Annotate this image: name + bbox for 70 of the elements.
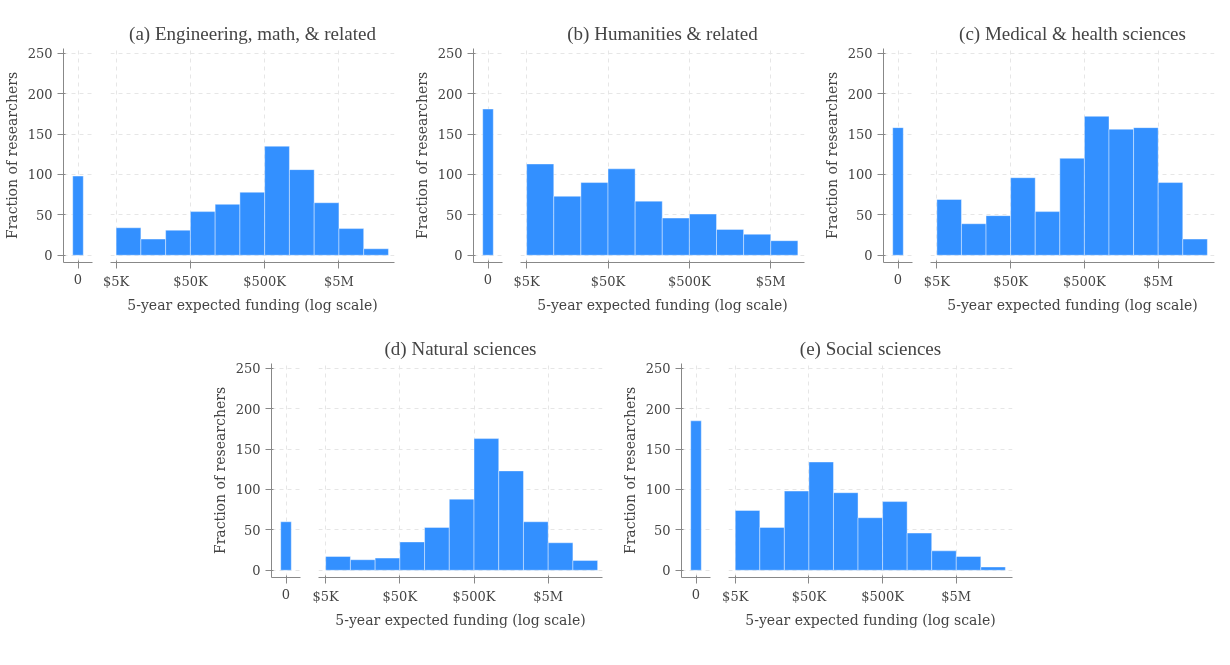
y-tick-label: 200 [645, 401, 671, 417]
y-tick-label: 250 [847, 46, 873, 62]
y-axis-title: Fraction of researchers [211, 386, 228, 555]
x-tick-label: $5M [755, 273, 786, 289]
y-axis-title: Fraction of researchers [823, 71, 840, 240]
x-tick-label: $50K [382, 588, 418, 604]
y-tick-label: 200 [235, 401, 261, 417]
y-tick-label: 100 [847, 167, 873, 183]
y-tick-label: 150 [847, 127, 873, 143]
y-tick-label: 100 [645, 482, 671, 498]
y-tick-label: 0 [44, 248, 53, 264]
x-tick-label: $5M [324, 273, 354, 289]
y-tick-label: 250 [645, 361, 671, 377]
x-tick-label: $5K [722, 588, 749, 604]
y-tick-label: 250 [27, 46, 53, 62]
x-tick-label: 0 [73, 271, 83, 287]
chart-title: (a) Engineering, math, & related [129, 22, 377, 45]
x-tick-label: 0 [281, 586, 291, 602]
y-axis-title: Fraction of researchers [3, 71, 20, 240]
x-tick-label: $500K [861, 588, 905, 604]
y-tick-label: 50 [855, 207, 873, 223]
chart-title: (e) Social sciences [799, 337, 942, 360]
y-tick-label: 200 [847, 86, 873, 102]
x-tick-label: $500K [1063, 273, 1107, 289]
x-tick-label: $50K [791, 588, 827, 604]
y-tick-label: 100 [235, 482, 261, 498]
x-tick-label: $5K [103, 273, 130, 289]
y-tick-label: 150 [235, 442, 261, 458]
y-tick-label: 150 [27, 127, 53, 143]
y-tick-label: 200 [27, 86, 53, 102]
y-tick-label: 150 [437, 127, 463, 143]
chart-title: (c) Medical & health sciences [959, 22, 1186, 45]
x-tick-label: 0 [691, 586, 701, 602]
y-tick-label: 250 [437, 46, 463, 62]
x-tick-label: $50K [173, 273, 208, 289]
y-tick-label: 250 [235, 361, 261, 377]
y-tick-label: 100 [27, 167, 53, 183]
y-tick-label: 200 [437, 86, 463, 102]
y-tick-label: 50 [445, 207, 463, 223]
y-tick-label: 0 [662, 563, 671, 579]
x-axis-title: 5-year expected funding (log scale) [537, 296, 788, 313]
y-tick-label: 50 [35, 207, 53, 223]
x-tick-label: $5K [312, 588, 340, 604]
x-axis-title: 5-year expected funding (log scale) [127, 296, 378, 313]
x-tick-label: $500K [243, 273, 287, 289]
x-tick-label: 0 [893, 271, 903, 287]
x-tick-label: $5K [923, 273, 951, 289]
x-tick-label: $500K [452, 588, 496, 604]
y-axis-title: Fraction of researchers [621, 386, 638, 555]
y-tick-label: 150 [645, 442, 671, 458]
y-tick-label: 50 [653, 522, 671, 538]
x-tick-label: $5M [533, 588, 564, 604]
x-tick-label: $5K [513, 273, 541, 289]
y-tick-label: 100 [437, 167, 463, 183]
x-axis-title: 5-year expected funding (log scale) [947, 296, 1198, 313]
x-axis-title: 5-year expected funding (log scale) [745, 611, 996, 628]
x-tick-label: $50K [993, 273, 1029, 289]
x-tick-label: 0 [483, 271, 493, 287]
y-tick-label: 50 [243, 522, 261, 538]
x-tick-label: $5M [941, 588, 972, 604]
y-axis-title: Fraction of researchers [413, 71, 430, 240]
chart-title: (b) Humanities & related [567, 22, 759, 45]
x-tick-label: $5M [1143, 273, 1174, 289]
x-tick-label: $50K [590, 273, 626, 289]
x-axis-title: 5-year expected funding (log scale) [335, 611, 586, 628]
x-tick-label: $500K [667, 273, 712, 289]
y-tick-label: 0 [252, 563, 261, 579]
y-tick-label: 0 [454, 248, 463, 264]
y-tick-label: 0 [864, 248, 873, 264]
chart-title: (d) Natural sciences [384, 337, 537, 360]
